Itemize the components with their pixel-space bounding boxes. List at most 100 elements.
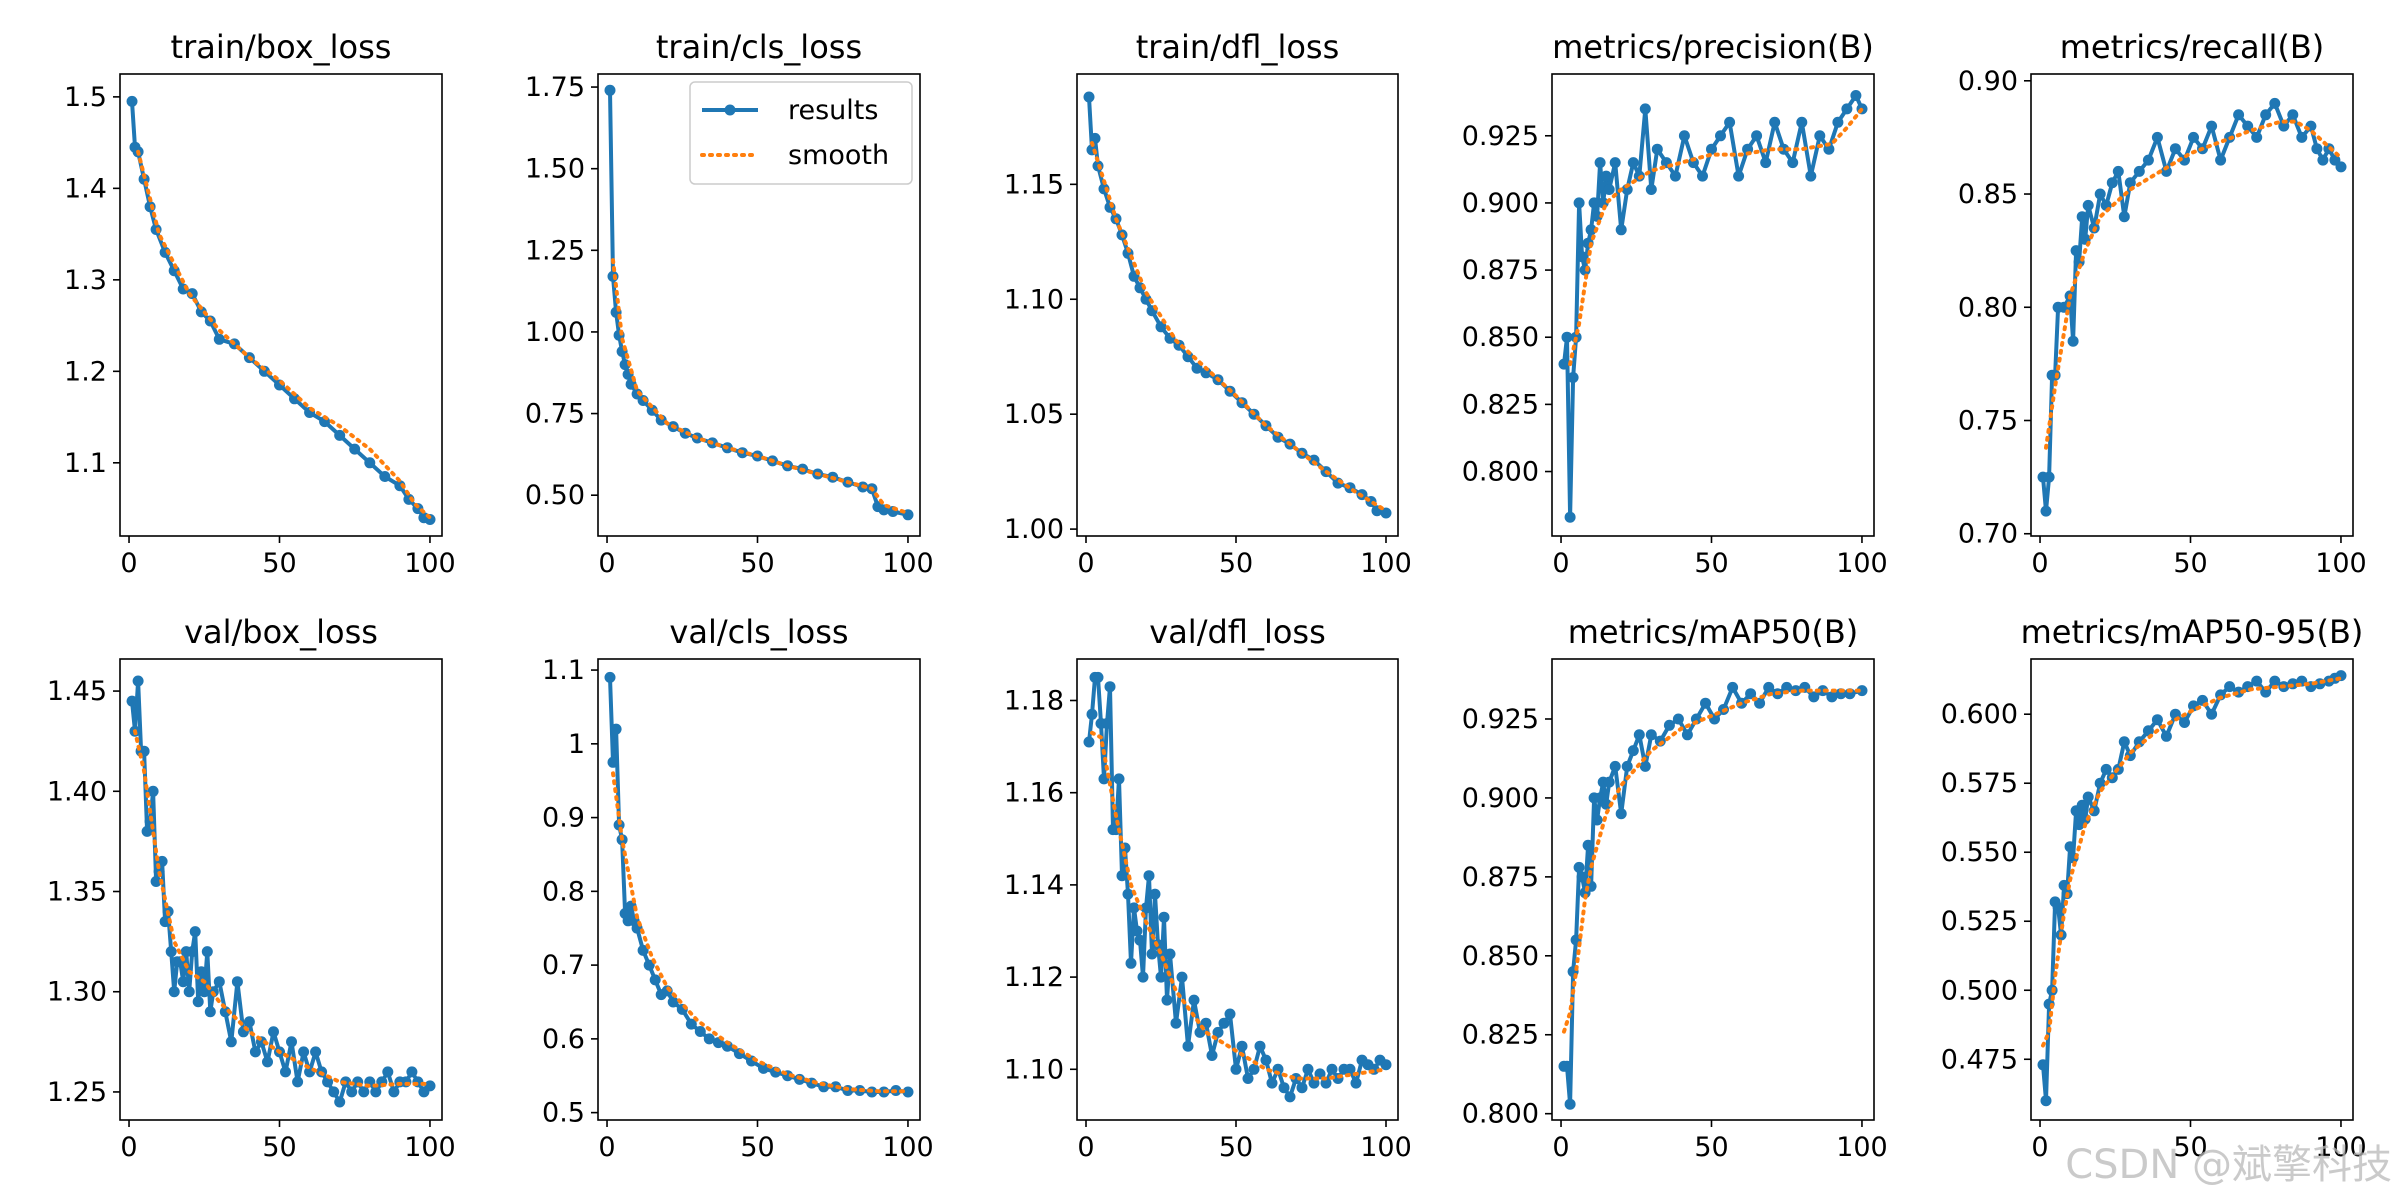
subplot-val-dfl-loss: val/dfl_loss 0 50 100 1.10 1.12 1.14 1.16 1.18 [1004,613,1412,1163]
results-data-point [1763,681,1775,693]
results-data-point [2179,717,2190,728]
results-data-point [231,976,243,988]
x-tick-label: 100 [882,548,934,579]
results-data-point [1591,210,1603,222]
results-data-point [1856,685,1868,697]
results-data-point [165,946,177,958]
results-data-point [2052,901,2064,913]
x-tick-label: 50 [2173,1132,2207,1163]
y-tick-label: 0.85 [1958,179,2018,210]
y-tick-label: 0.8 [542,876,585,907]
results-data-point [2206,708,2218,720]
x-tick-label: 100 [1836,548,1888,579]
plot-area [126,675,436,1108]
results-data-point [132,675,144,687]
results-data-point [2142,154,2154,166]
subplot-val-box-loss: val/box_loss 0 50 100 1.25 1.30 1.35 1.40 1.45 [47,613,456,1163]
results-data-point [1808,691,1820,703]
results-data-point [2124,177,2136,189]
results-data-point [1576,871,1588,883]
results-data-point [1176,971,1188,983]
y-tick-label: 0.800 [1462,1099,1539,1130]
results-data-point [2037,1059,2049,1071]
results-data-point [268,1026,279,1038]
results-data-point [1751,130,1763,142]
results-data-point [607,756,619,768]
x-tick-label: 0 [2031,1132,2048,1163]
results-data-point [1561,1060,1573,1072]
results-data-point [2070,245,2082,257]
plot-area [2037,97,2347,517]
results-data-point [1588,197,1600,209]
x-tick-label: 0 [598,548,615,579]
subplot-metrics-precision-b: metrics/precision(B) 0 50 100 0.800 0.825 0.85… [1462,28,1888,579]
results-data-point [2040,1095,2052,1107]
results-data-point [346,1086,358,1098]
results-data-point [1600,170,1612,182]
results-data-point [2251,675,2263,687]
results-data-point [1296,1082,1308,1094]
subplot-title: val/box_loss [184,613,378,651]
y-tick-label: 0.5 [542,1098,585,1129]
results-series-line [130,99,432,522]
x-tick-label: 0 [1552,548,1569,579]
results-data-point [1326,1063,1338,1075]
results-data-point [1615,808,1627,820]
x-tick-label: 0 [2031,548,2048,579]
results-series-line [1562,685,1864,1107]
y-tick-label: 1.05 [1004,399,1064,430]
results-data-point [1380,1059,1392,1071]
x-tick-label: 50 [1219,548,1253,579]
y-tick-label: 0.6 [542,1024,585,1055]
results-data-point [1573,861,1585,873]
results-data-point [186,946,198,958]
results-data-point [637,944,649,956]
x-tick-label: 0 [1077,548,1094,579]
results-data-point [1218,1017,1230,1029]
results-data-point [1558,358,1570,370]
results-data-point [2094,777,2106,789]
y-tick-label: 0.80 [1958,292,2018,323]
results-data-point [2151,714,2163,726]
y-tick-label: 1.12 [1004,962,1064,993]
results-data-point [685,1018,697,1030]
results-data-point [249,1046,261,1058]
plot-area [2037,670,2347,1107]
results-data-point [1161,994,1173,1006]
results-data-point [1727,681,1739,693]
y-tick-label: 0.75 [525,399,585,430]
y-tick-label: 0.525 [1941,906,2018,937]
results-data-point [610,723,622,735]
results-data-point [646,404,658,416]
results-data-point [2133,736,2145,748]
results-data-point [1582,839,1594,851]
y-tick-label: 0.900 [1462,783,1539,814]
results-data-point [667,996,679,1008]
results-data-point [1805,170,1817,182]
plot-area [1558,90,1868,523]
y-tick-label: 0.925 [1462,121,1539,152]
results-series-line [2041,101,2343,514]
results-data-point [150,876,162,887]
x-tick-label: 50 [1694,548,1728,579]
x-tick-label: 50 [262,548,296,579]
results-data-point [189,926,201,938]
results-data-point [2076,211,2088,223]
results-data-point [388,1086,400,1098]
results-data-point [1158,911,1170,923]
results-data-point [1700,697,1711,709]
results-data-point [1380,507,1392,519]
y-tick-label: 0.7 [542,950,585,981]
results-data-point [1814,130,1826,142]
results-data-point [2142,725,2154,737]
y-tick-label: 1.14 [1004,870,1064,901]
axes-frame [119,73,443,537]
y-tick-label: 1.25 [47,1077,107,1108]
results-data-point [310,1046,322,1058]
results-data-point [1645,729,1657,741]
results-data-point [1092,671,1104,683]
results-series-line [1562,93,1864,520]
results-data-point [1733,170,1745,182]
axes-frame [2030,658,2354,1121]
